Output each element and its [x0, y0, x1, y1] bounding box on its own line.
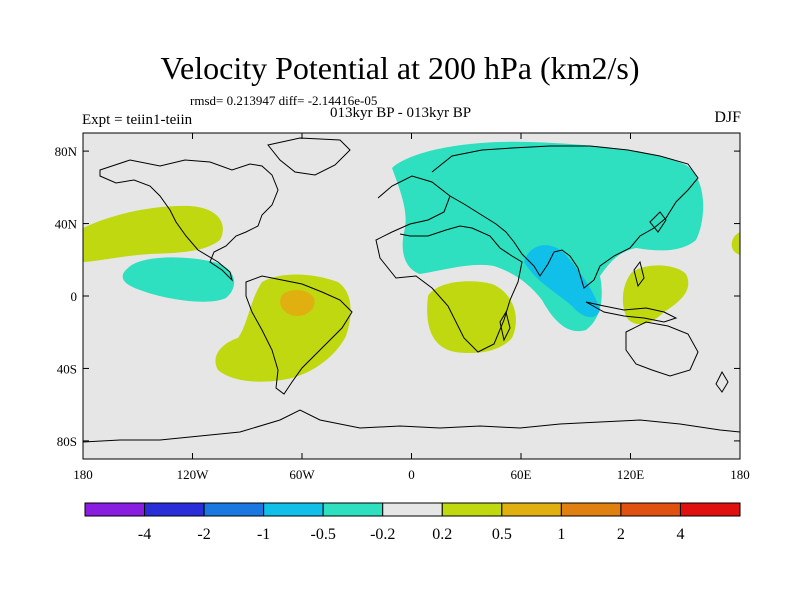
lon-tick-label: 180 — [73, 467, 93, 482]
stats-label: rmsd= 0.213947 diff= -2.14416e-05 — [190, 93, 378, 108]
experiment-label: Expt = teiin1-teiin — [82, 112, 193, 128]
coast-japan-philippines — [633, 211, 667, 288]
lon-tick-label: 60E — [511, 467, 532, 482]
colorbar-swatch — [203, 502, 265, 517]
colorbar-label: -1 — [257, 526, 270, 543]
field-dateline-east — [731, 232, 740, 255]
colorbar-label: 0.5 — [492, 526, 512, 543]
field-indian-ocean-core — [524, 245, 600, 318]
colorbar-swatch — [84, 502, 146, 517]
coast-asia — [431, 145, 699, 289]
colorbar-swatch — [441, 502, 503, 517]
season-label: DJF — [714, 109, 741, 126]
colorbar-label: 2 — [617, 526, 625, 543]
coast-africa-europe — [375, 175, 523, 353]
positive-anomaly-regions — [83, 205, 740, 382]
lon-tick-label: 120W — [177, 467, 210, 482]
lat-tick-label: 80N — [55, 144, 78, 159]
coast-new-zealand — [715, 370, 729, 393]
field-south-america — [215, 274, 351, 382]
colorbar-swatch — [560, 502, 622, 517]
coast-australia — [625, 321, 699, 377]
colorbar-label: 4 — [676, 526, 684, 543]
coast-indonesia — [585, 301, 678, 323]
coast-north-america — [99, 159, 279, 282]
field-amazon-core — [280, 289, 315, 316]
contour-fields — [83, 137, 740, 443]
field-eurasia — [392, 141, 704, 332]
longitude-axis: 180 120W 60W 0 60E 120E 180 — [73, 133, 750, 482]
field-maritime-continent — [622, 265, 689, 325]
colorbar-swatch — [679, 502, 741, 517]
lat-tick-label: 40S — [57, 361, 77, 376]
coast-greenland — [267, 137, 351, 176]
lon-tick-label: 180 — [730, 467, 750, 482]
field-africa — [427, 281, 516, 354]
colorbar-label: 0.2 — [432, 526, 452, 543]
latitude-axis: 80N 40N 0 40S 80S — [55, 144, 740, 449]
coast-antarctica — [83, 409, 740, 443]
lat-tick-label: 40N — [55, 217, 78, 232]
colorbar: -4 -2 -1 -0.5 -0.2 0.2 0.5 1 2 4 — [84, 502, 741, 543]
lat-tick-label: 80S — [57, 434, 77, 449]
lon-tick-label: 120E — [617, 467, 645, 482]
lon-tick-label: 0 — [408, 467, 415, 482]
colorbar-label: 1 — [557, 526, 565, 543]
colorbar-swatch — [322, 502, 384, 517]
field-north-pacific-east — [83, 205, 223, 262]
lat-tick-label: 0 — [71, 289, 78, 304]
colorbar-label: -4 — [138, 526, 151, 543]
colorbar-label: -0.2 — [370, 526, 395, 543]
colorbar-label: -2 — [197, 526, 210, 543]
period-label: 013kyr BP - 013kyr BP — [330, 105, 472, 121]
colorbar-swatch — [382, 502, 443, 517]
coast-madagascar — [499, 310, 511, 342]
coastlines — [83, 137, 740, 443]
colorbar-swatch — [501, 502, 562, 517]
field-tropical-pacific — [122, 257, 235, 302]
colorbar-swatch — [144, 502, 205, 517]
colorbar-swatch — [263, 502, 324, 517]
coast-south-america — [245, 275, 353, 395]
lon-tick-label: 60W — [289, 467, 315, 482]
chart-title: Velocity Potential at 200 hPa (km2/s) — [160, 50, 640, 86]
negative-anomaly-regions — [122, 141, 704, 332]
colorbar-swatch — [620, 502, 681, 517]
colorbar-label: -0.5 — [311, 526, 336, 543]
